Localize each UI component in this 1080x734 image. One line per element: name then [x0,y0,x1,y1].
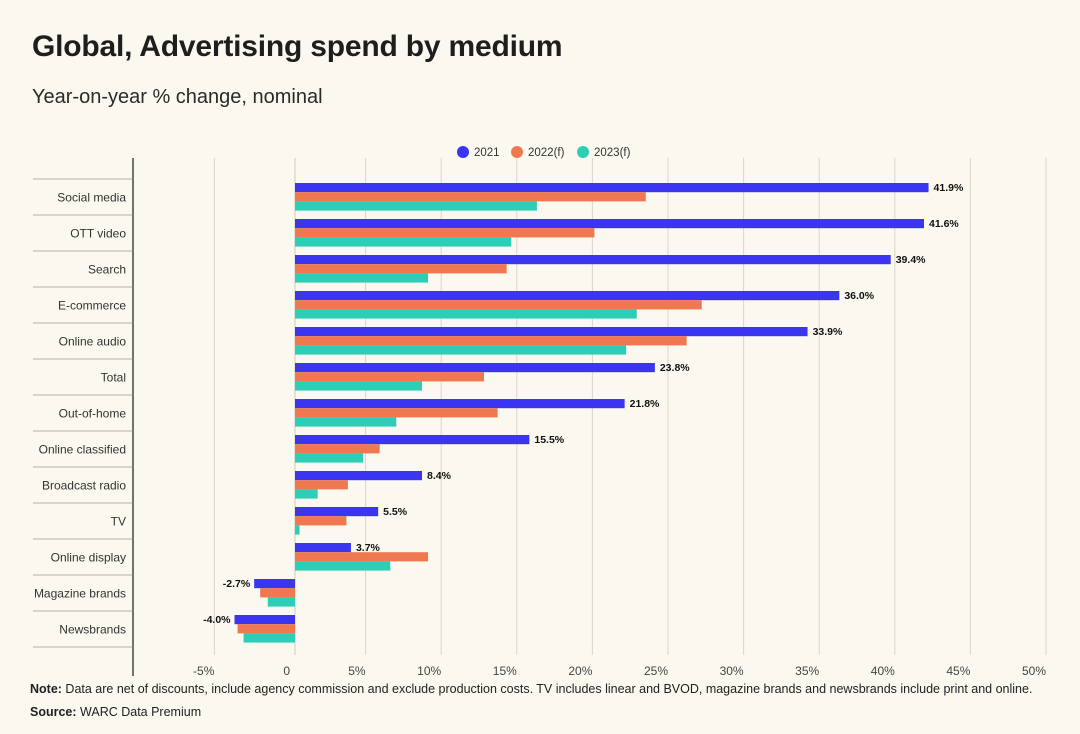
source-line: Source: WARC Data Premium [30,705,1060,719]
bar [295,417,397,427]
bar [295,561,391,571]
category-label: Out-of-home [59,407,127,421]
bar [295,435,530,445]
category-label: OTT video [70,227,126,241]
bar [295,237,512,247]
bar [295,345,627,355]
category-label: TV [111,515,126,529]
bar [260,588,295,598]
x-tick-label: 10% [417,664,441,676]
bar [267,597,295,607]
bar [234,615,295,625]
bar [295,399,625,409]
bar [295,255,891,265]
bar [254,579,295,589]
x-tick-label: 30% [720,664,744,676]
category-label: Newsbrands [59,623,126,637]
x-tick-label: 5% [348,664,366,676]
x-tick-label: 35% [795,664,819,676]
data-label: -4.0% [203,614,231,626]
category-label: Search [88,263,126,277]
bar [295,336,687,346]
x-tick-label: 45% [946,664,970,676]
bar [295,444,380,454]
category-label: Broadcast radio [42,479,126,493]
category-label: E-commerce [58,299,126,313]
bar [295,480,348,490]
data-label: -2.7% [223,578,251,590]
footnotes: Note: Data are net of discounts, include… [30,682,1060,728]
x-tick-label: 20% [568,664,592,676]
bar [295,219,924,229]
chart-area: Social media 41.9% OTT video 41.6% Search 39.… [0,136,1080,681]
bar [295,381,423,391]
category-label: Online display [51,551,126,565]
bar [295,453,364,463]
bar [295,408,498,418]
bar [295,363,655,373]
x-tick-label: -5% [193,664,215,676]
source-label: Source: [30,705,77,719]
bar-chart: Social media 41.9% OTT video 41.6% Search 39.… [33,146,1047,678]
data-label: 33.9% [813,326,843,338]
bar [243,633,295,643]
data-label: 5.5% [383,506,408,518]
legend-marker [457,146,469,158]
data-label: 41.6% [929,218,959,230]
data-label: 23.8% [660,362,690,374]
bar [295,309,637,319]
x-tick-label: 0 [283,664,290,676]
bar [295,201,537,211]
bar [295,291,840,301]
legend-marker [577,146,589,158]
note-text: Data are net of discounts, include agenc… [61,682,1033,696]
chart-subtitle: Year-on-year % change, nominal [32,86,323,108]
bar [295,471,423,481]
chart-title: Global, Advertising spend by medium [32,30,563,63]
note-line: Note: Data are net of discounts, include… [30,682,1060,696]
bar [295,273,429,283]
bar [295,507,379,517]
category-label: Total [101,371,126,385]
bar [295,327,808,337]
data-label: 8.4% [427,470,452,482]
bar [295,300,702,310]
data-label: 39.4% [896,254,926,266]
data-label: 15.5% [534,434,564,446]
legend-label: 2022(f) [528,147,565,159]
data-label: 21.8% [630,398,660,410]
legend-label: 2021 [474,147,500,159]
legend-label: 2023(f) [594,147,631,159]
category-label: Online audio [59,335,127,349]
bar [237,624,295,634]
bar [295,552,429,562]
bar [295,525,300,535]
bar [295,228,595,238]
x-tick-label: 25% [644,664,668,676]
note-label: Note: [30,682,62,696]
data-label: 36.0% [844,290,874,302]
x-tick-label: 50% [1022,664,1046,676]
category-label: Social media [57,191,126,205]
x-tick-label: 40% [871,664,895,676]
data-label: 41.9% [934,182,964,194]
bar [295,183,929,193]
bar [295,543,351,553]
x-tick-label: 15% [493,664,517,676]
bar [295,489,318,499]
bar [295,192,646,202]
data-label: 3.7% [356,542,381,554]
category-label: Online classified [39,443,126,457]
legend-marker [511,146,523,158]
bar [295,516,347,526]
bar [295,372,484,382]
category-label: Magazine brands [34,587,126,601]
source-text: WARC Data Premium [76,705,202,719]
bar [295,264,507,274]
